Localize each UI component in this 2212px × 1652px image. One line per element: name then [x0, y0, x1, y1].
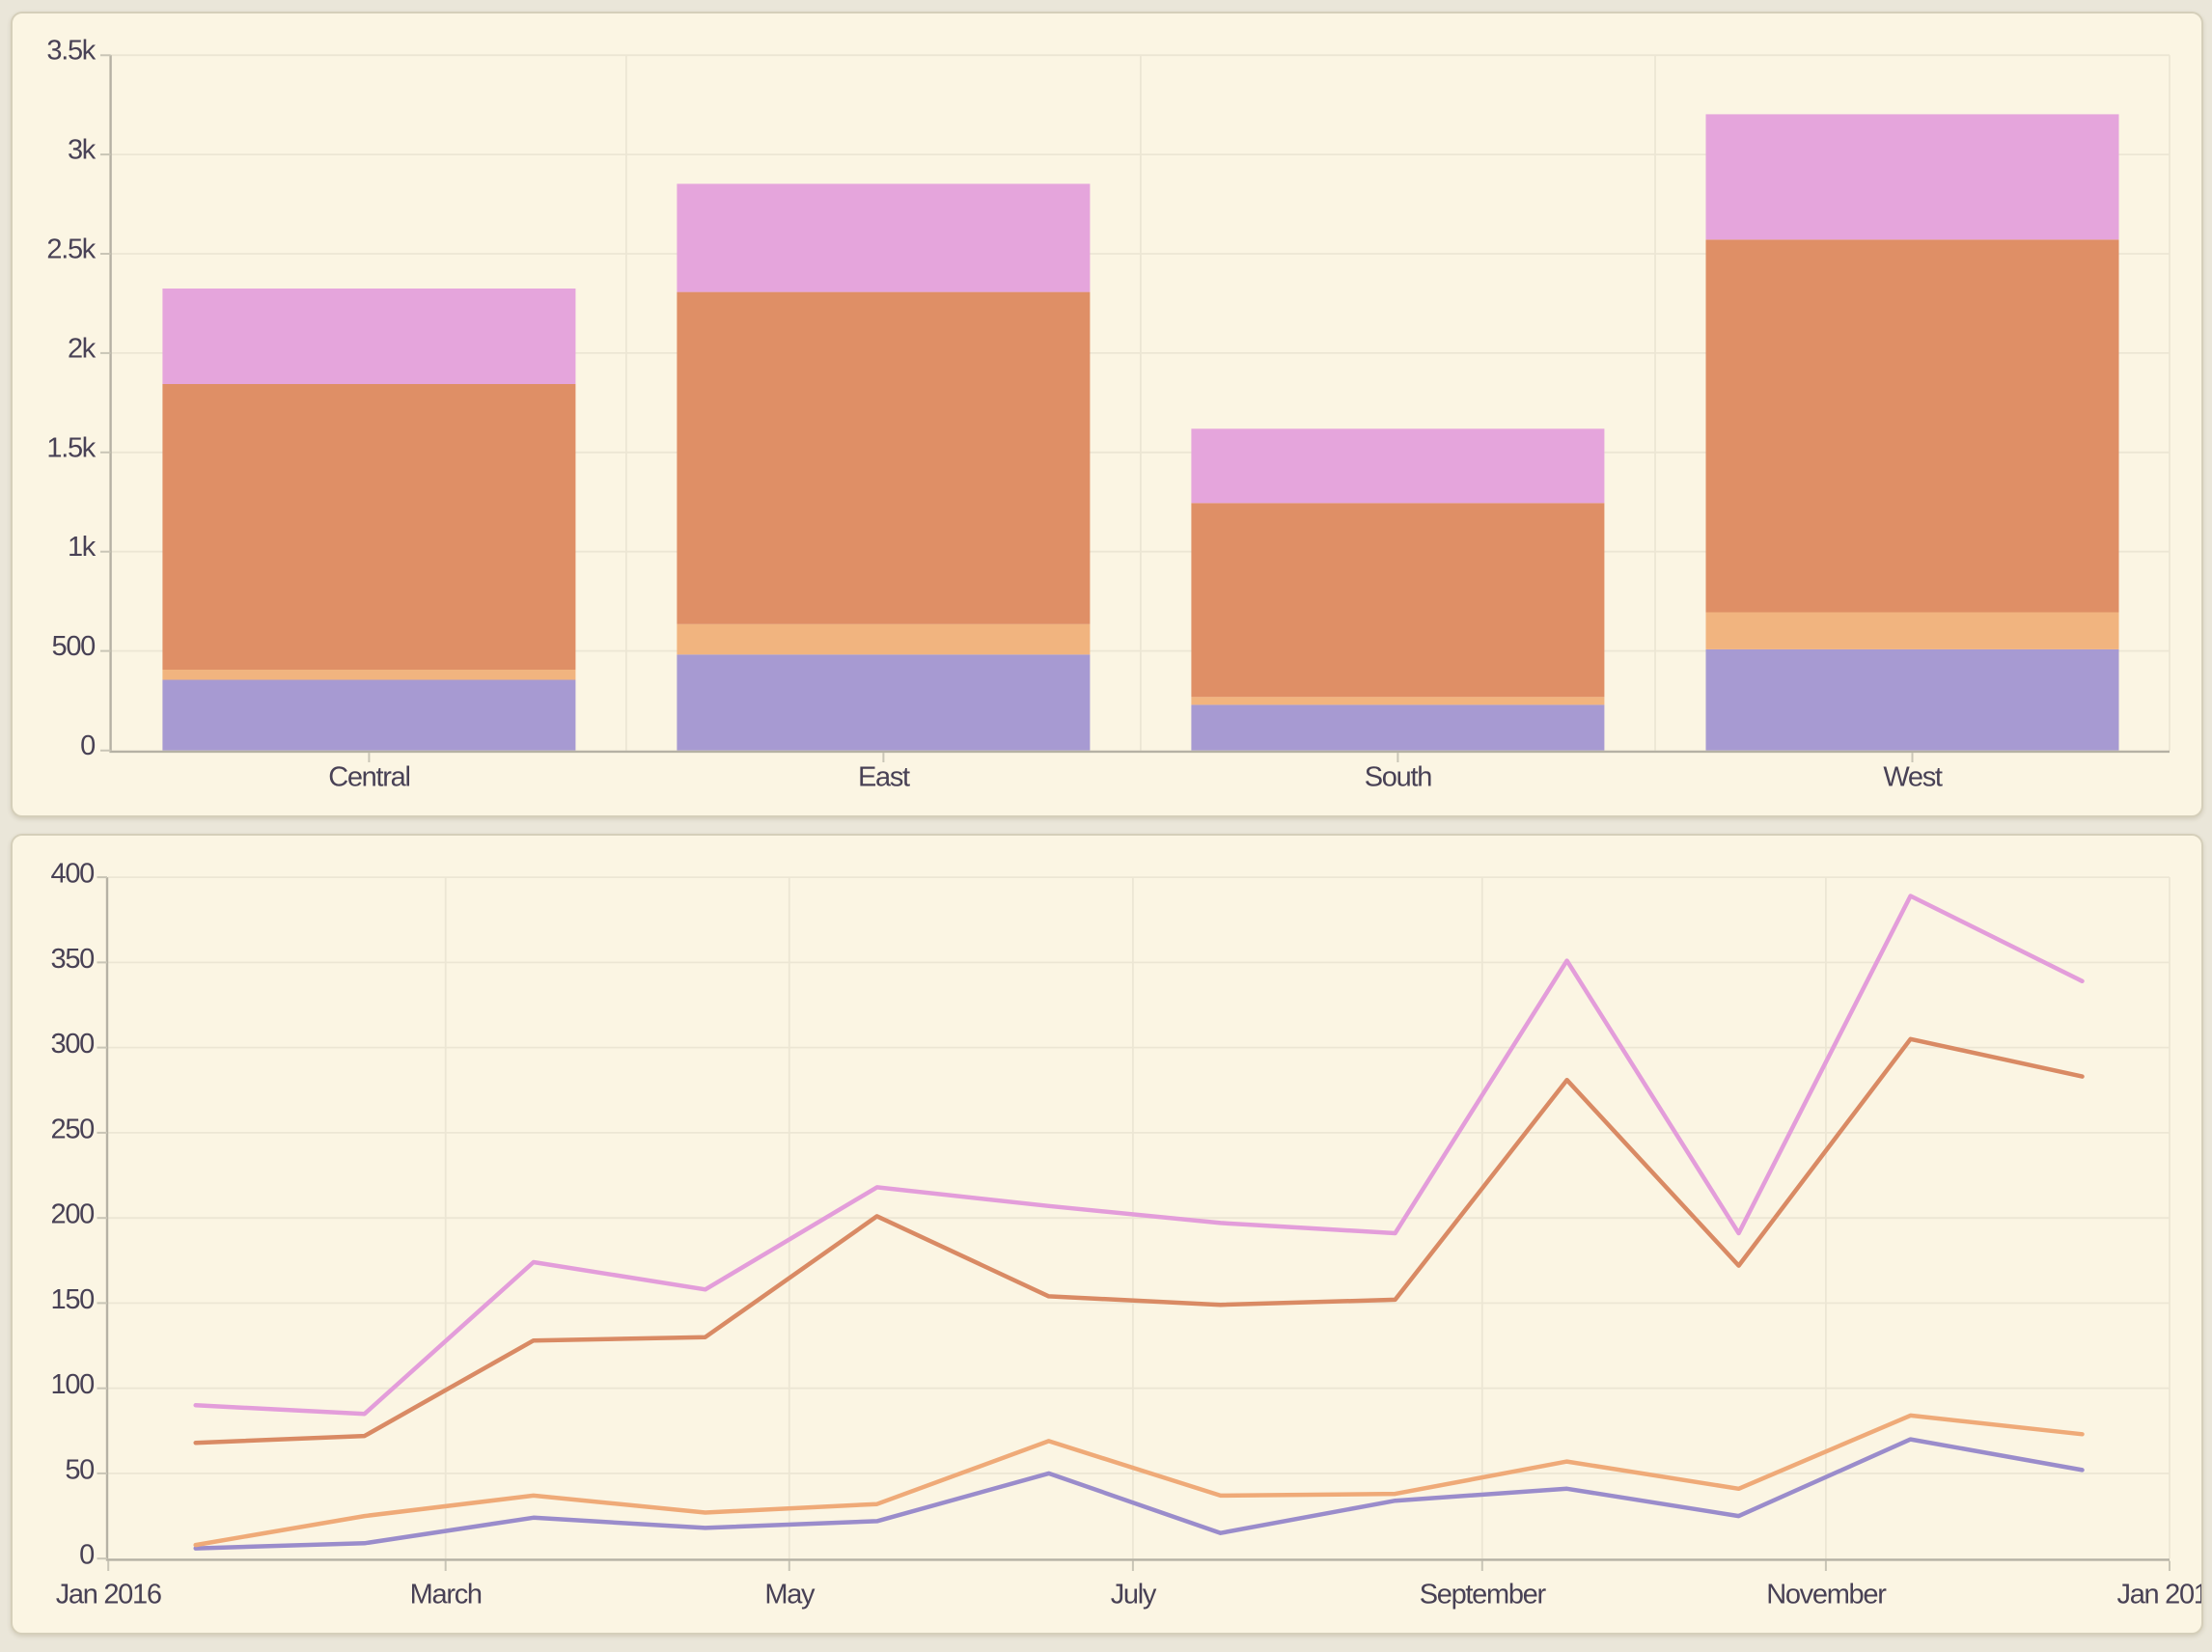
svg-text:50: 50 — [65, 1454, 94, 1485]
svg-text:300: 300 — [51, 1029, 95, 1060]
svg-text:1.5k: 1.5k — [46, 432, 96, 463]
svg-text:100: 100 — [51, 1369, 95, 1400]
svg-text:3k: 3k — [68, 135, 97, 166]
svg-text:0: 0 — [79, 1540, 94, 1571]
svg-text:350: 350 — [51, 944, 95, 975]
svg-text:East: East — [858, 761, 910, 792]
svg-text:Jan 2016: Jan 2016 — [56, 1580, 161, 1611]
svg-text:South: South — [1365, 761, 1431, 792]
svg-text:1k: 1k — [68, 532, 97, 563]
svg-text:West: West — [1883, 761, 1943, 792]
svg-text:September: September — [1420, 1580, 1547, 1611]
svg-text:500: 500 — [52, 631, 96, 662]
svg-text:0: 0 — [80, 730, 95, 761]
svg-text:3.5k: 3.5k — [46, 36, 96, 67]
svg-text:Central: Central — [328, 761, 409, 792]
svg-text:July: July — [1111, 1580, 1157, 1611]
svg-text:November: November — [1766, 1580, 1887, 1611]
svg-text:2k: 2k — [68, 333, 97, 364]
svg-text:Jan 2017: Jan 2017 — [2117, 1580, 2203, 1611]
svg-text:400: 400 — [51, 859, 95, 890]
svg-text:2.5k: 2.5k — [46, 234, 96, 265]
svg-text:150: 150 — [51, 1284, 95, 1315]
svg-text:250: 250 — [51, 1114, 95, 1144]
svg-text:200: 200 — [51, 1199, 95, 1230]
svg-text:March: March — [410, 1580, 482, 1611]
svg-text:May: May — [764, 1580, 816, 1611]
